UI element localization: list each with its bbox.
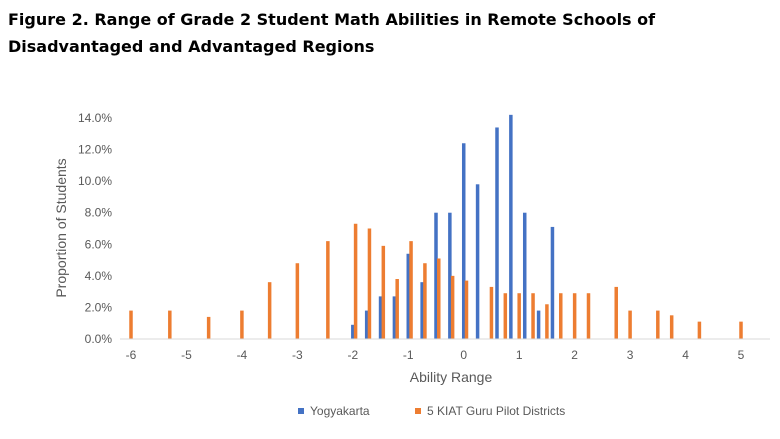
- y-tick-label: 2.0%: [85, 300, 113, 314]
- x-axis-title: Ability Range: [410, 369, 493, 385]
- bar-series-1-point-0: [129, 310, 133, 339]
- bar-series-0-point-5: [420, 282, 424, 339]
- bar-series-0-point-12: [522, 212, 527, 339]
- x-axis-ticks: -6 -5 -4 -3 -2 -1 0 1 2 3 4 5: [126, 348, 745, 362]
- bar-series-1-point-27: [669, 315, 674, 339]
- bar-series-1-point-4: [267, 282, 272, 339]
- x-tick-label: 1: [516, 348, 523, 362]
- y-tick-label: 4.0%: [85, 269, 113, 283]
- y-tick-label: 10.0%: [78, 174, 112, 188]
- bar-series-1-point-10: [395, 279, 399, 339]
- figure-title: Figure 2. Range of Grade 2 Student Math …: [8, 10, 656, 56]
- bar-series-1-point-25: [628, 310, 632, 339]
- x-tick-label: -2: [347, 348, 358, 362]
- bar-series-1-point-6: [326, 241, 330, 339]
- bar-series-1-point-20: [545, 304, 549, 339]
- bar-series-0-point-1: [364, 310, 369, 339]
- bar-series-1-point-9: [381, 245, 386, 339]
- bar-series-1-point-28: [697, 321, 702, 339]
- bar-series-1-point-19: [531, 293, 535, 339]
- bar-series-0-point-0: [351, 324, 355, 339]
- bar-series-1-point-11: [409, 241, 413, 339]
- bar-series-1-point-2: [206, 316, 211, 339]
- bar-series-1-point-3: [240, 310, 244, 339]
- legend-swatch-1: [415, 408, 421, 414]
- bar-series-1-point-14: [450, 275, 455, 339]
- bar-series-1-point-18: [517, 293, 521, 339]
- bar-series-1-point-5: [295, 263, 300, 339]
- bar-series-1-point-17: [503, 293, 508, 339]
- legend: Yogyakarta 5 KIAT Guru Pilot Districts: [298, 404, 565, 418]
- bar-series-1-point-7: [353, 223, 358, 339]
- y-tick-label: 8.0%: [85, 206, 113, 220]
- bar-series-1-point-8: [367, 228, 372, 339]
- x-tick-label: 0: [460, 348, 467, 362]
- x-tick-label: 4: [682, 348, 689, 362]
- bar-series-0-point-2: [378, 296, 383, 339]
- y-axis-ticks: 0.0% 2.0% 4.0% 6.0% 8.0% 10.0% 12.0% 14.0%: [78, 111, 112, 346]
- x-tick-label: -4: [237, 348, 248, 362]
- legend-label-0: Yogyakarta: [310, 404, 370, 418]
- bar-series-1-point-23: [586, 293, 591, 339]
- bar-series-0-point-7: [448, 212, 452, 339]
- bar-series-1-point-21: [559, 293, 563, 339]
- y-axis-title: Proportion of Students: [53, 158, 69, 297]
- bar-series-0-point-8: [461, 143, 466, 339]
- legend-label-1: 5 KIAT Guru Pilot Districts: [427, 404, 565, 418]
- x-tick-label: -5: [181, 348, 192, 362]
- bar-series-1-point-16: [489, 286, 494, 339]
- bar-series-1-point-13: [437, 258, 441, 339]
- bar-series-1-point-1: [168, 310, 172, 339]
- bar-series-1-point-15: [464, 280, 469, 339]
- bar-series-0-point-3: [392, 296, 397, 339]
- x-tick-label: -1: [403, 348, 414, 362]
- bar-series-1-point-22: [572, 293, 577, 339]
- bar-series-0-point-14: [550, 226, 555, 339]
- bar-series-0-point-6: [434, 212, 438, 339]
- legend-swatch-0: [298, 408, 304, 414]
- bar-series-1-point-12: [423, 263, 427, 339]
- y-tick-label: 12.0%: [78, 143, 112, 157]
- x-tick-label: 2: [571, 348, 578, 362]
- y-tick-label: 0.0%: [85, 332, 113, 346]
- x-tick-label: -3: [292, 348, 303, 362]
- bar-series-0-point-4: [406, 253, 411, 339]
- bar-series-0-point-9: [475, 184, 480, 339]
- x-tick-label: 3: [627, 348, 634, 362]
- bar-series-0-point-13: [536, 310, 541, 339]
- bar-series-0-point-10: [495, 127, 499, 339]
- bar-series-1-point-29: [739, 321, 743, 339]
- bar-series-1-point-24: [614, 286, 618, 339]
- bar-series-1-point-26: [656, 310, 660, 339]
- bar-series-0-point-11: [509, 114, 513, 339]
- x-tick-label: -6: [126, 348, 137, 362]
- bars-layer: [129, 114, 743, 339]
- y-tick-label: 14.0%: [78, 111, 112, 125]
- x-tick-label: 5: [738, 348, 745, 362]
- y-tick-label: 6.0%: [85, 237, 113, 251]
